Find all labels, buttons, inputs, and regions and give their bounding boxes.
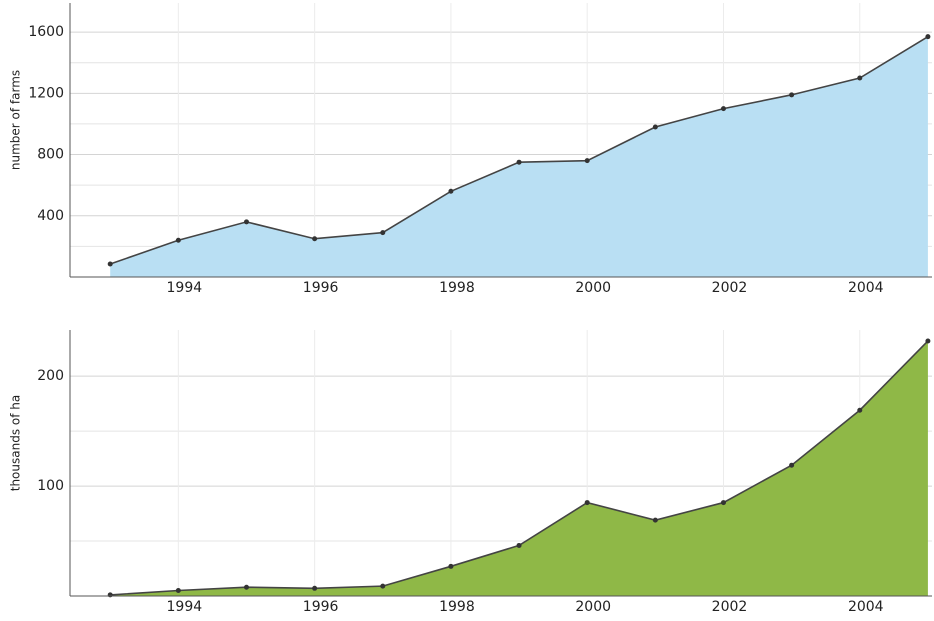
x-tick-label: 1996 xyxy=(303,280,339,296)
x-tick-label: 1996 xyxy=(303,599,339,615)
point xyxy=(243,219,249,225)
point xyxy=(652,517,658,523)
point xyxy=(857,75,863,81)
point xyxy=(789,92,795,98)
point xyxy=(652,124,658,130)
x-tick-label: 2002 xyxy=(712,280,748,296)
point xyxy=(448,188,454,194)
point xyxy=(857,407,863,413)
x-tick-label: 2004 xyxy=(848,280,884,296)
point xyxy=(720,106,726,112)
point xyxy=(312,236,318,242)
x-tick-label: 1994 xyxy=(167,599,203,615)
x-tick-label: 2000 xyxy=(575,599,611,615)
point xyxy=(925,34,931,40)
point xyxy=(584,158,590,164)
point xyxy=(312,585,318,591)
x-tick-label: 1998 xyxy=(439,280,475,296)
x-tick-label: 2000 xyxy=(575,280,611,296)
point xyxy=(516,542,522,548)
point xyxy=(448,563,454,569)
x-tick-label: 2004 xyxy=(848,599,884,615)
y-axis-label: number of farms xyxy=(9,70,23,170)
area xyxy=(110,340,928,596)
x-tick-label: 1998 xyxy=(439,599,475,615)
area xyxy=(110,36,928,277)
point xyxy=(243,584,249,590)
y-tick-label: 200 xyxy=(37,368,64,384)
point xyxy=(789,462,795,468)
point xyxy=(380,583,386,589)
y-tick-label: 1200 xyxy=(28,85,64,101)
y-tick-label: 400 xyxy=(37,208,64,224)
point xyxy=(584,500,590,506)
point xyxy=(925,338,931,344)
point xyxy=(107,261,113,267)
point xyxy=(380,230,386,236)
y-tick-label: 800 xyxy=(37,147,64,163)
x-tick-label: 2002 xyxy=(712,599,748,615)
point xyxy=(175,237,181,243)
y-tick-label: 100 xyxy=(37,478,64,494)
y-axis-label: thousands of ha xyxy=(9,395,23,492)
point xyxy=(516,159,522,165)
point xyxy=(107,592,113,598)
y-tick-label: 1600 xyxy=(28,24,64,40)
x-tick-label: 1994 xyxy=(167,280,203,296)
point xyxy=(720,500,726,506)
point xyxy=(175,588,181,594)
